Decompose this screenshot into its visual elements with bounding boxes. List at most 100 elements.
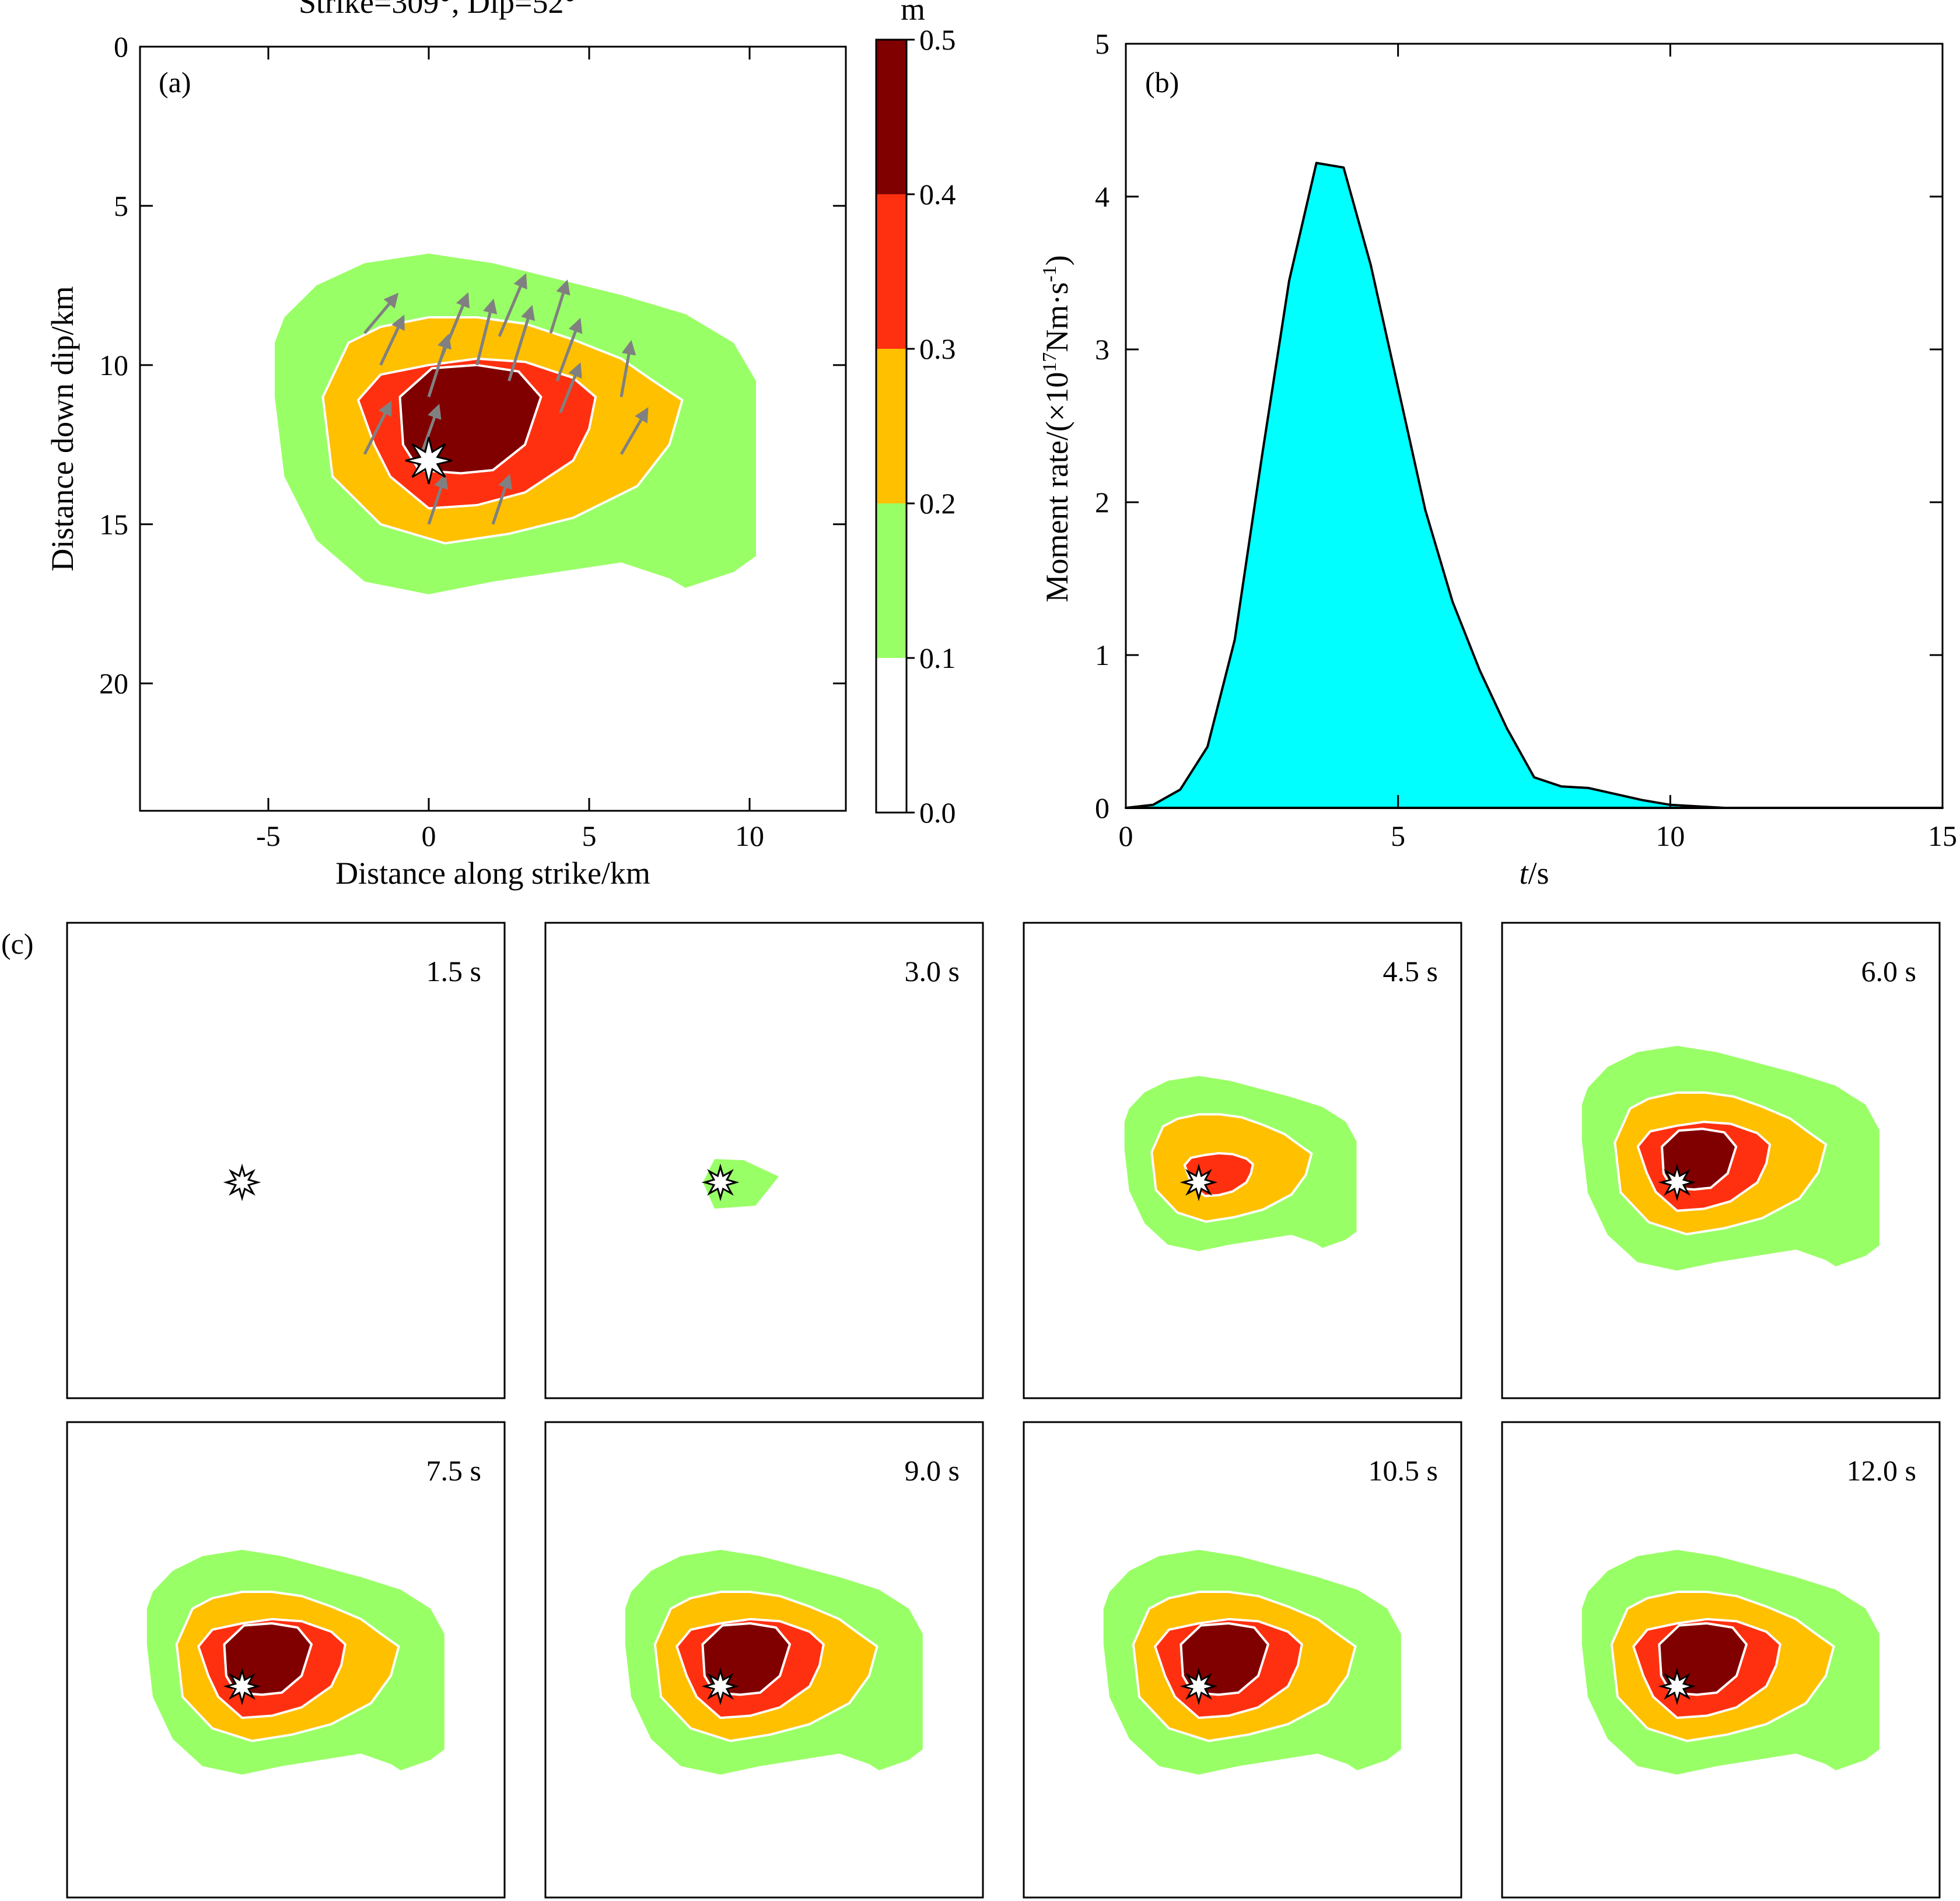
rake-arrow-5 [498, 273, 527, 337]
snapshot-3: 6.0 s [1501, 922, 1941, 1399]
y-tick-label: 3 [1095, 333, 1110, 366]
snapshot-frame [66, 1421, 506, 1899]
colorbar-segment-3 [876, 194, 907, 349]
snapshot-hypocenter-star [1658, 1667, 1696, 1706]
snapshot-frame [1501, 922, 1941, 1399]
y-tick-label: 1 [1095, 639, 1110, 671]
rake-arrow-6 [508, 304, 536, 381]
snapshot-frame [544, 922, 984, 1399]
panel-c: (c) 1.5 s 3.0 s 4.5 s 6.0 s 7.5 s 9.0 s 10.5 s… [1, 922, 1941, 1899]
snapshot-6: 10.5 s [1023, 1421, 1462, 1899]
snapshot-time-label: 3.0 s [905, 955, 960, 988]
panel-b: 0 5 10 15 0 1 2 3 4 5 (b) t/s Moment rate/(×1017N… [1039, 27, 1957, 891]
snapshot-hypocenter-star [1658, 1163, 1696, 1202]
colorbar-tick-label: 0.5 [919, 23, 956, 56]
snapshot-frame [66, 922, 506, 1399]
snapshot-frame [1501, 1421, 1941, 1899]
snapshot-frame [544, 1421, 984, 1899]
rake-arrow-12 [363, 400, 392, 455]
y-tick-label: 2 [1095, 486, 1110, 519]
rake-arrow-1 [379, 314, 405, 366]
ylabel-part1: Moment rate/(×10 [1040, 372, 1074, 603]
ylabel-part2: Nm·s [1040, 282, 1074, 352]
colorbar-tick-label: 0.2 [919, 487, 956, 520]
moment-rate-series [1125, 162, 1944, 809]
y-tick-label: 20 [99, 667, 128, 700]
y-tick-label: 0 [1095, 792, 1110, 824]
rake-arrow-3 [437, 292, 470, 366]
rake-arrow-15 [491, 474, 512, 525]
y-tick-label: 5 [1095, 27, 1110, 60]
panel-b-xlabel-unit: /s [1528, 856, 1549, 891]
y-tick-label: 5 [114, 190, 128, 222]
panel-b-frame [1125, 43, 1944, 809]
colorbar-tick-label: 0.3 [919, 332, 956, 365]
rake-arrow-7 [549, 279, 570, 334]
colorbar-tick-label: 0.1 [919, 642, 956, 674]
panel-a-label: (a) [159, 66, 191, 99]
hypocenter-star-icon [405, 437, 453, 484]
colorbar-unit: m [901, 0, 925, 27]
rake-arrow-14 [427, 474, 448, 525]
y-tick-label: 15 [99, 508, 128, 541]
snapshot-hypocenter-star [1180, 1667, 1218, 1706]
rake-arrow-8 [555, 317, 583, 381]
rake-arrow-11 [620, 407, 649, 455]
x-tick-label: 5 [1391, 820, 1405, 852]
snapshot-frame [1023, 922, 1462, 1399]
colorbar-frame [875, 38, 908, 814]
panel-b-axes: 0 5 10 15 0 1 2 3 4 5 [1095, 27, 1957, 852]
snapshot-time-label: 4.5 s [1383, 955, 1438, 988]
rake-arrow-10 [620, 339, 636, 397]
snapshot-time-label: 6.0 s [1861, 955, 1916, 988]
hypocenter-star [405, 437, 453, 484]
panel-a-frame [139, 45, 847, 812]
colorbar-segment-0 [876, 658, 907, 813]
colorbar-tick-label: 0.4 [919, 178, 956, 211]
snapshot-hypocenter-star [701, 1163, 740, 1202]
colorbar-segment-4 [876, 40, 907, 194]
snapshot-1: 3.0 s [544, 922, 984, 1399]
rake-arrow-9 [559, 362, 582, 414]
snapshot-hypocenter-star [223, 1667, 261, 1706]
x-tick-label: 10 [1656, 820, 1685, 852]
panel-a-xlabel: Distance along strike/km [335, 856, 650, 891]
snapshot-hypocenter-star [1180, 1163, 1218, 1202]
x-tick-label: -5 [256, 820, 281, 852]
snapshot-grid: 1.5 s 3.0 s 4.5 s 6.0 s 7.5 s 9.0 s 10.5 s 12.0… [66, 922, 1941, 1899]
moment-rate-area [1125, 162, 1944, 809]
snapshot-time-label: 12.0 s [1847, 1454, 1916, 1487]
y-tick-label: 4 [1095, 180, 1110, 213]
panel-b-label: (b) [1145, 66, 1179, 99]
snapshot-time-label: 1.5 s [426, 955, 481, 988]
x-tick-label: 0 [422, 820, 436, 852]
panel-a-ylabel: Distance down dip/km [45, 286, 80, 572]
colorbar-tick-label: 0.0 [919, 796, 956, 829]
panel-b-ylabel: Moment rate/(×1017Nm·s-1) [1039, 255, 1074, 602]
slip-contours [275, 253, 756, 594]
ylabel-exp: 17 [1039, 352, 1060, 372]
y-tick-label: 0 [114, 30, 128, 63]
colorbar-segment-1 [876, 503, 907, 658]
snapshot-bg [67, 923, 505, 1398]
rake-arrow-4 [475, 298, 498, 366]
x-tick-label: 0 [1119, 820, 1133, 852]
colorbar-segment-2 [876, 349, 907, 503]
panel-a-title: Strike=309°, Dip=52° [299, 0, 576, 20]
rake-arrow-0 [363, 292, 399, 334]
snapshot-7: 12.0 s [1501, 1421, 1941, 1899]
snapshot-hypocenter-star [223, 1163, 261, 1202]
snapshot-2: 4.5 s [1023, 922, 1462, 1399]
ylabel-part3: ) [1040, 255, 1074, 265]
snapshot-5: 9.0 s [544, 1421, 984, 1899]
panel-b-xlabel-var: t [1519, 856, 1529, 891]
ylabel-exp2: -1 [1039, 265, 1060, 282]
panel-c-label: (c) [1, 927, 34, 960]
snapshot-time-label: 7.5 s [426, 1454, 481, 1487]
x-tick-label: 15 [1928, 820, 1957, 852]
snapshot-frame [1023, 1421, 1462, 1899]
snapshot-time-label: 9.0 s [905, 1454, 960, 1487]
snapshot-time-label: 10.5 s [1368, 1454, 1438, 1487]
snapshot-0: 1.5 s [66, 922, 506, 1399]
